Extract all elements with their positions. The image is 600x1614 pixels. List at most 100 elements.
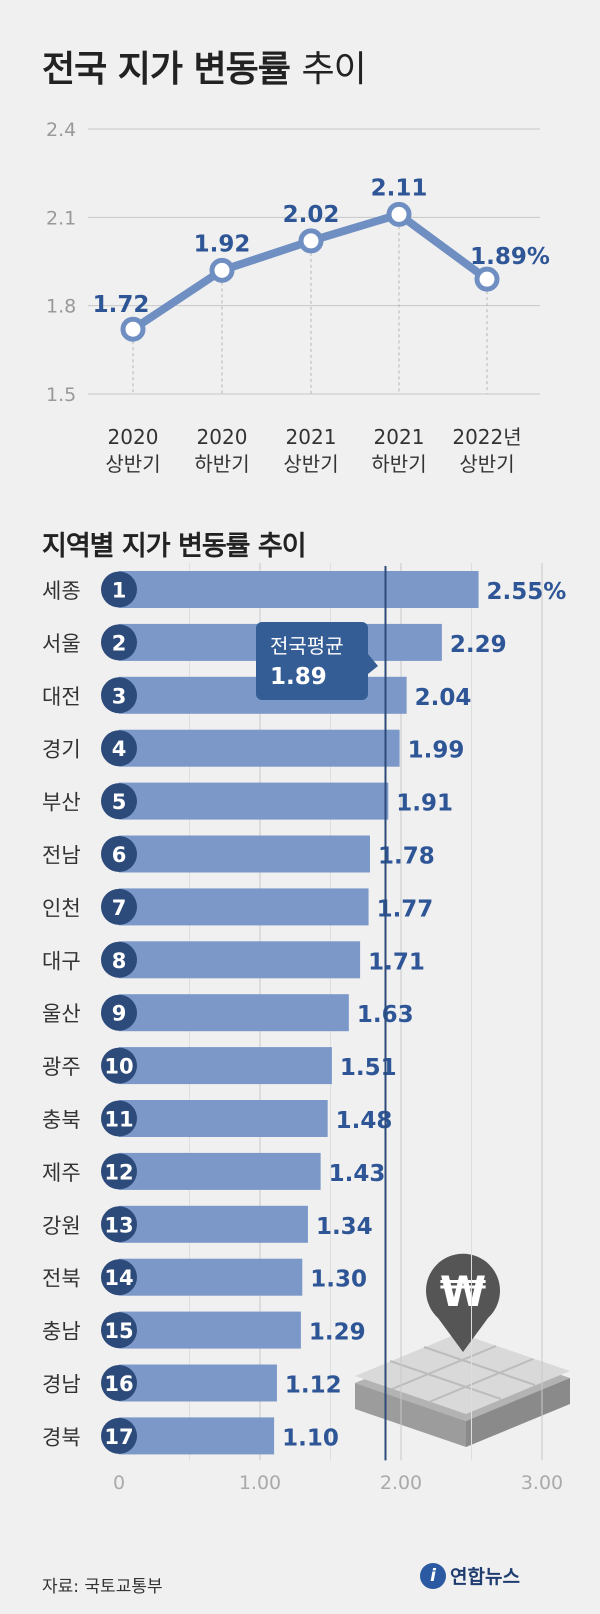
- bar: [119, 782, 389, 820]
- bar-rank-label: 5: [112, 790, 127, 814]
- bar-category-label: 대전: [42, 685, 81, 709]
- bar-rank-label: 6: [112, 843, 127, 867]
- line-ytick-label: 1.8: [46, 296, 76, 318]
- line-point: [209, 257, 235, 283]
- bar-rank-label: 17: [104, 1425, 133, 1449]
- line-xtick-label: 2020 하반기: [194, 425, 249, 476]
- line-ytick-label: 2.1: [46, 207, 76, 229]
- line-value-label: 1.92: [194, 231, 251, 257]
- bar-value-label: 1.51: [340, 1055, 397, 1081]
- bar-xtick-label: 3.00: [521, 1472, 563, 1494]
- line-xtick-label: 2021 하반기: [371, 425, 426, 476]
- bar-rank-label: 4: [112, 737, 127, 761]
- bar: [119, 571, 479, 608]
- line-point: [386, 201, 412, 227]
- bar-category-label: 인천: [42, 896, 81, 920]
- bar-rank-badge: [101, 1206, 137, 1243]
- bar-rank-label: 16: [104, 1372, 133, 1396]
- average-callout-value: 1.89: [270, 664, 327, 690]
- bar: [119, 835, 370, 873]
- bar-rank-badge: [101, 783, 137, 820]
- yonhap-logo: i 연합뉴스: [420, 1562, 520, 1589]
- bar-value-label: 1.71: [368, 949, 425, 975]
- bar: [119, 941, 361, 979]
- bar: [119, 1100, 328, 1137]
- line-ytick-label: 1.5: [46, 384, 76, 406]
- bar-value-label: 1.34: [316, 1214, 373, 1240]
- bar-value-label: 1.91: [396, 791, 453, 817]
- bar-rank-badge: [101, 994, 137, 1031]
- bar-category-label: 울산: [42, 1002, 81, 1026]
- bar-rank-label: 7: [112, 896, 127, 920]
- line-point: [474, 266, 500, 292]
- line-point: [120, 316, 146, 342]
- line-value-label: 1.72: [93, 292, 150, 318]
- bar-rank-badge: [101, 836, 137, 872]
- bar-value-label: 2.29: [450, 632, 507, 658]
- bar-category-label: 서울: [42, 632, 81, 656]
- bar-xtick-label: 2.00: [380, 1472, 422, 1494]
- bar-rank-label: 2: [112, 631, 127, 655]
- line-xtick-label: 2020 상반기: [105, 425, 160, 476]
- bar: [119, 1417, 275, 1455]
- bar: [119, 888, 369, 926]
- bar-rank-badge: [101, 941, 137, 978]
- land-price-illustration: ₩: [355, 1253, 570, 1447]
- bar: [119, 1205, 308, 1243]
- yonhap-logo-text: 연합뉴스: [450, 1566, 520, 1588]
- bar-category-label: 충남: [42, 1320, 81, 1344]
- bar-rank-label: 3: [112, 684, 127, 708]
- bar-category-label: 경기: [42, 738, 81, 762]
- bar-value-label: 1.29: [309, 1320, 366, 1346]
- bar-rank-label: 1: [112, 579, 127, 603]
- bar-value-label: 2.55%: [487, 579, 567, 605]
- bar-rank-label: 10: [104, 1055, 133, 1079]
- won-icon: ₩: [440, 1267, 486, 1316]
- bar-category-label: 경북: [42, 1425, 81, 1449]
- bar-rank-badge: [101, 1259, 137, 1296]
- average-callout-label: 전국평균: [270, 634, 344, 658]
- bar: [119, 1258, 303, 1296]
- bar-rank-badge: [101, 624, 137, 661]
- bar-rank-label: 11: [104, 1108, 133, 1132]
- page-title: 전국 지가 변동률 추이: [42, 40, 367, 92]
- bar-category-label: 전북: [42, 1267, 81, 1291]
- bar-value-label: 1.10: [282, 1425, 339, 1451]
- bar: [119, 1047, 332, 1085]
- bar-value-label: 1.30: [310, 1267, 367, 1293]
- bar-value-label: 1.12: [285, 1373, 342, 1399]
- bar-rank-badge: [101, 1100, 137, 1137]
- bar-category-label: 세종: [42, 579, 81, 603]
- bar-value-label: 1.78: [378, 844, 435, 870]
- bar-category-label: 제주: [42, 1161, 81, 1185]
- bar-rank-badge: [101, 730, 137, 767]
- section-title: 지역별 지가 변동률 추이: [42, 531, 307, 562]
- bar-category-label: 전남: [42, 844, 81, 868]
- bar-category-label: 부산: [42, 791, 81, 815]
- bar: [119, 1311, 301, 1349]
- bar-rank-badge: [101, 1047, 137, 1084]
- bar-category-label: 경남: [42, 1373, 81, 1397]
- bar-value-label: 1.43: [329, 1161, 386, 1187]
- bar-category-label: 충북: [42, 1108, 81, 1132]
- bar-category-label: 광주: [42, 1055, 81, 1079]
- bar-rank-badge: [101, 1312, 137, 1349]
- bar-value-label: 1.99: [408, 738, 465, 764]
- line-value-label: 2.02: [283, 202, 340, 228]
- line-ytick-label: 2.4: [46, 119, 76, 141]
- bar-rank-badge: [101, 888, 137, 925]
- bar-xtick-label: 0: [113, 1472, 125, 1494]
- bar-category-label: 대구: [42, 949, 81, 973]
- title-light: 추이: [301, 49, 366, 90]
- line-value-label: 2.11: [371, 175, 428, 201]
- line-xtick-label: 2022년 상반기: [452, 425, 521, 476]
- bar-rank-label: 13: [104, 1213, 133, 1237]
- bar-rank-badge: [101, 1153, 137, 1190]
- bar-rank-label: 12: [104, 1160, 133, 1184]
- bar: [119, 1364, 277, 1402]
- bar-rank-badge: [101, 1365, 137, 1401]
- bar-value-label: 2.04: [415, 685, 472, 711]
- bar-rank-label: 9: [112, 1002, 127, 1026]
- average-callout-box: [256, 622, 378, 700]
- line-value-label: 1.89%: [470, 244, 550, 270]
